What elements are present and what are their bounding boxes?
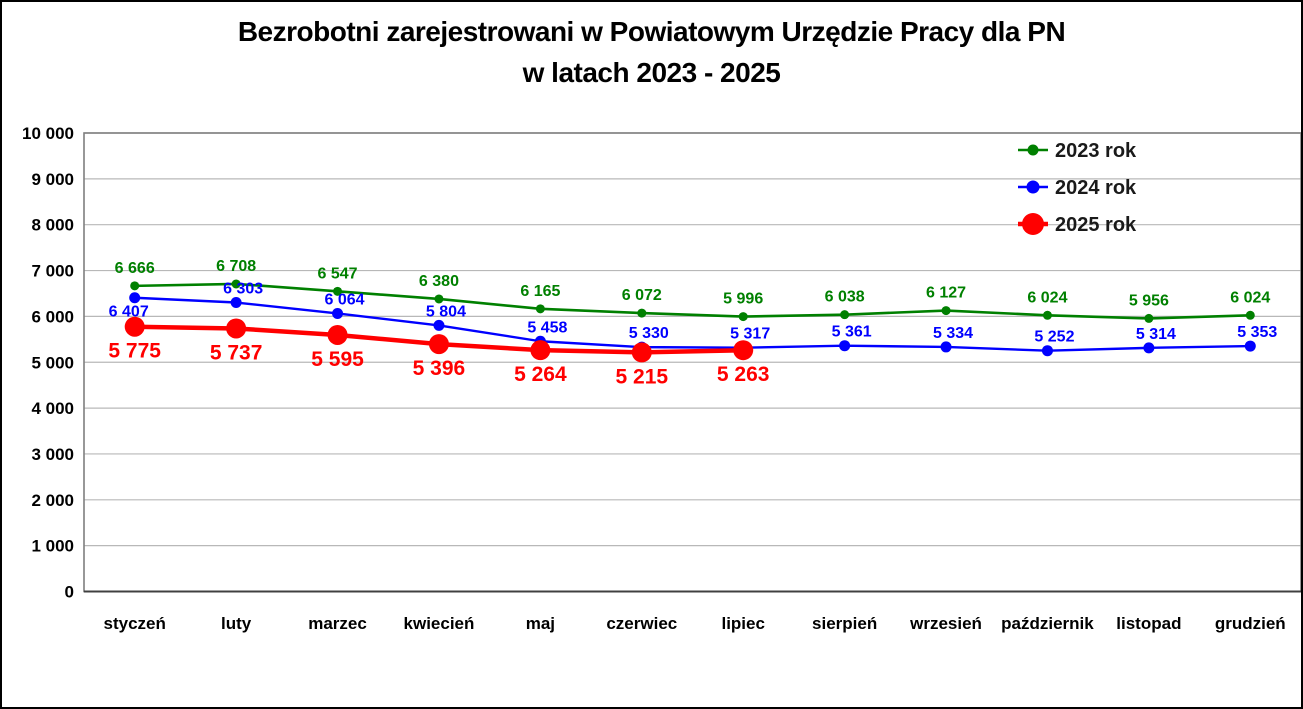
data-label: 5 353 [1237,324,1277,341]
data-point [130,281,140,291]
x-axis-label: grudzień [1215,614,1286,633]
data-point [433,319,445,331]
data-point [1143,342,1155,354]
y-axis-label: 10 000 [22,124,74,143]
data-label: 6 024 [1027,289,1067,306]
data-point [226,318,247,339]
legend-marker [1026,180,1040,194]
data-point [637,308,647,318]
data-label: 6 547 [318,265,358,282]
y-axis-label: 0 [65,583,74,602]
data-point [733,340,754,361]
data-label: 5 314 [1136,326,1176,343]
chart-title-line1: Bezrobotni zarejestrowani w Powiatowym U… [237,16,1066,47]
x-axis-label: kwiecień [404,614,475,633]
series-line-2023-rok [133,282,1252,320]
x-axis-label: lipiec [721,614,764,633]
data-label: 5 996 [723,291,763,308]
y-axis-label: 2 000 [31,491,74,510]
y-axis-label: 1 000 [31,537,74,556]
legend-label: 2023 rok [1055,140,1137,162]
data-point [1042,310,1052,320]
data-label: 6 072 [622,287,662,304]
data-label: 5 264 [514,363,567,386]
x-axis-label: wrzesień [909,614,982,633]
data-label: 5 317 [730,326,770,343]
data-point [230,297,242,309]
y-axis-label: 3 000 [31,445,74,464]
data-label: 5 396 [413,357,466,380]
chart-title: Bezrobotni zarejestrowani w Powiatowym U… [2,12,1301,93]
data-label: 5 804 [426,303,466,320]
data-label: 5 775 [108,340,161,363]
data-point [1244,340,1256,352]
legend-marker [1027,144,1039,156]
data-label: 5 215 [616,365,669,388]
data-label: 5 330 [629,325,669,342]
x-axis-label: styczeń [104,614,166,633]
x-axis-label: maj [526,614,555,633]
y-axis-label: 6 000 [31,307,74,326]
data-label: 6 380 [419,273,459,290]
x-axis-label: czerwiec [606,614,677,633]
legend-marker [1022,213,1044,235]
data-label: 5 595 [311,348,364,371]
data-point [124,316,145,337]
data-label: 6 127 [926,285,966,302]
data-point [332,307,344,319]
data-label: 6 407 [109,304,149,321]
data-point [231,279,241,289]
y-axis-label: 4 000 [31,399,74,418]
data-point [839,340,851,352]
chart-title-line2: w latach 2023 - 2025 [522,56,781,88]
x-axis-label: luty [221,614,252,633]
data-label: 6 666 [115,260,155,277]
x-axis-label: listopad [1116,614,1181,633]
data-label: 5 334 [933,325,973,342]
data-point [434,294,444,304]
series-line-2024-rok [133,296,1252,352]
data-point [738,312,748,322]
data-label: 5 458 [527,319,567,336]
legend-label: 2024 rok [1055,177,1137,199]
data-point [129,292,141,304]
data-point [333,286,343,296]
data-point [840,310,850,320]
data-label: 6 024 [1230,289,1270,306]
data-point [631,342,652,363]
data-point [535,304,545,314]
data-label: 6 708 [216,258,256,275]
x-axis-label: październik [1001,614,1094,633]
data-point [530,340,551,361]
y-axis-label: 7 000 [31,262,74,281]
data-label: 6 064 [325,291,365,308]
x-axis-label: marzec [308,614,367,633]
data-point [1245,310,1255,320]
legend-label: 2025 rok [1055,214,1137,236]
x-axis-label: sierpień [812,614,877,633]
data-label: 5 956 [1129,292,1169,309]
data-point [428,334,449,355]
data-point [941,306,951,316]
y-axis-label: 8 000 [31,216,74,235]
data-label: 6 165 [520,283,560,300]
data-label: 5 263 [717,363,770,386]
y-axis-label: 5 000 [31,353,74,372]
data-label: 5 252 [1034,329,1074,346]
data-label: 6 038 [825,289,865,306]
data-point [1144,313,1154,323]
data-point [327,324,348,345]
data-label: 5 737 [210,341,263,364]
data-point [940,341,952,353]
data-point [1041,345,1053,357]
data-label: 6 303 [223,281,263,298]
y-axis-label: 9 000 [31,170,74,189]
data-label: 5 361 [832,324,872,341]
